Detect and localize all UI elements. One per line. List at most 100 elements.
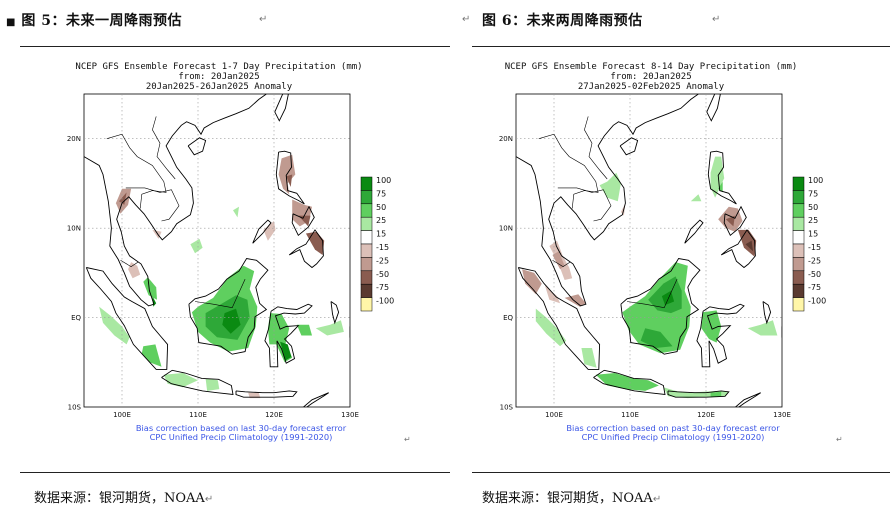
anomaly-patch — [315, 320, 344, 336]
chart-title-line: from: 20Jan2025 — [610, 72, 691, 82]
precip-map-week1: NCEP GFS Ensemble Forecast 1-7 Day Preci… — [30, 56, 450, 454]
anomaly-patch — [690, 194, 702, 202]
source-text: 数据来源：银河期货，NOAA — [34, 491, 205, 506]
anomaly-patch — [128, 262, 141, 279]
anomaly-patch — [119, 192, 127, 205]
coastline — [274, 94, 289, 122]
bullet-mark: ■ — [6, 17, 16, 28]
map-content — [516, 94, 782, 407]
legend-swatch — [360, 297, 373, 312]
country-border — [626, 278, 678, 309]
figure-5-title: 图 5：未来一周降雨预估 — [21, 13, 182, 29]
paragraph-mark: ↵ — [204, 494, 214, 505]
anomaly-patch — [599, 172, 621, 202]
anomaly-patch — [595, 373, 659, 391]
chart-footnote: Bias correction based on last 30-day for… — [136, 423, 347, 433]
chart-title-line: 20Jan2025-26Jan2025 Anomaly — [146, 82, 293, 92]
legend-swatch — [792, 297, 805, 312]
top-rule-right — [472, 46, 890, 47]
coastline — [264, 303, 313, 368]
paragraph-mark: ↵ — [259, 14, 268, 25]
legend-swatch — [792, 283, 805, 298]
legend-label: 15 — [376, 230, 386, 239]
x-tick-label: 110E — [621, 411, 639, 419]
source-right: 数据来源：银河期货，NOAA↵ — [482, 487, 661, 506]
top-rule-left — [20, 46, 450, 47]
chart-title-line: 27Jan2025-02Feb2025 Anomaly — [578, 82, 725, 92]
map-frame — [83, 93, 351, 408]
figure-6-title: 图 6：未来两周降雨预估 — [482, 13, 643, 29]
source-text: 数据来源：银河期货，NOAA — [482, 491, 653, 506]
legend-label: 75 — [808, 189, 818, 198]
coastline — [349, 326, 350, 338]
map-content — [84, 94, 350, 407]
legend-swatch — [792, 216, 805, 231]
country-border — [120, 260, 139, 267]
anomaly-patch — [522, 269, 542, 295]
figure-5-title-row: ■ 图 5：未来一周降雨预估 — [6, 10, 182, 30]
coastline — [667, 390, 730, 398]
y-tick-label: 10S — [500, 404, 514, 412]
coastline — [275, 150, 305, 205]
legend-label: 25 — [808, 216, 818, 225]
precip-map-week2: NCEP GFS Ensemble Forecast 8-14 Day Prec… — [462, 56, 882, 454]
anomaly-patch — [564, 294, 586, 307]
anomaly-patch — [296, 324, 312, 336]
legend-swatch — [792, 257, 805, 272]
legend-swatch — [360, 270, 373, 285]
paragraph-mark: ↵ — [712, 14, 721, 25]
legend-swatch — [792, 270, 805, 285]
coastline — [235, 390, 298, 398]
legend-label: 50 — [376, 203, 386, 212]
bottom-rule-right — [472, 472, 890, 473]
coastline — [85, 267, 169, 370]
coastline — [723, 205, 747, 237]
anomaly-patch — [298, 215, 311, 227]
source-left: 数据来源：银河期货，NOAA↵ — [34, 487, 213, 506]
anomaly-patch — [544, 285, 561, 304]
coastline — [781, 326, 782, 338]
x-tick-label: 130E — [341, 411, 359, 419]
paragraph-mark: ↵ — [404, 435, 411, 444]
legend-label: 15 — [808, 230, 818, 239]
grid-lines — [516, 94, 782, 407]
x-tick-label: 100E — [113, 411, 131, 419]
country-border — [125, 187, 180, 222]
y-tick-label: 20N — [67, 135, 81, 143]
anomaly-patch — [581, 348, 597, 368]
legend-label: 25 — [376, 216, 386, 225]
country-border — [557, 187, 612, 222]
legend-label: -100 — [808, 297, 826, 306]
legend-label: -15 — [808, 243, 821, 252]
legend-label: 100 — [376, 176, 391, 185]
grid-lines — [84, 94, 350, 407]
anomaly-patch — [710, 156, 725, 198]
coastline — [161, 369, 234, 396]
legend-swatch — [792, 176, 805, 191]
anomaly-patch — [233, 206, 239, 218]
country-border — [152, 116, 176, 180]
x-tick-label: 110E — [189, 411, 207, 419]
legend: 100 75 50 25 15 -15 -25 -50 -75 -100 — [360, 176, 394, 312]
coastline — [252, 219, 272, 244]
anomaly-patch — [263, 221, 276, 241]
country-border — [552, 260, 571, 267]
legend-label: -50 — [376, 270, 389, 279]
chart-footnote: Bias correction based on past 30-day for… — [566, 423, 780, 433]
legend-swatch — [792, 203, 805, 218]
coastline — [734, 392, 761, 407]
coastline — [707, 150, 737, 205]
chart-title-line: from: 20Jan2025 — [178, 72, 259, 82]
chart-footnote: CPC Unified Precip Climatology (1991-202… — [582, 432, 765, 442]
legend-swatch — [360, 190, 373, 205]
legend-swatch — [360, 216, 373, 231]
legend-swatch — [360, 203, 373, 218]
chart-title-line: NCEP GFS Ensemble Forecast 8-14 Day Prec… — [505, 62, 798, 72]
coastline — [288, 229, 324, 269]
anomaly-patch — [535, 308, 567, 347]
legend-swatch — [792, 243, 805, 258]
legend-label: 100 — [808, 176, 823, 185]
legend-swatch — [360, 176, 373, 191]
anomaly-patch — [725, 215, 735, 227]
